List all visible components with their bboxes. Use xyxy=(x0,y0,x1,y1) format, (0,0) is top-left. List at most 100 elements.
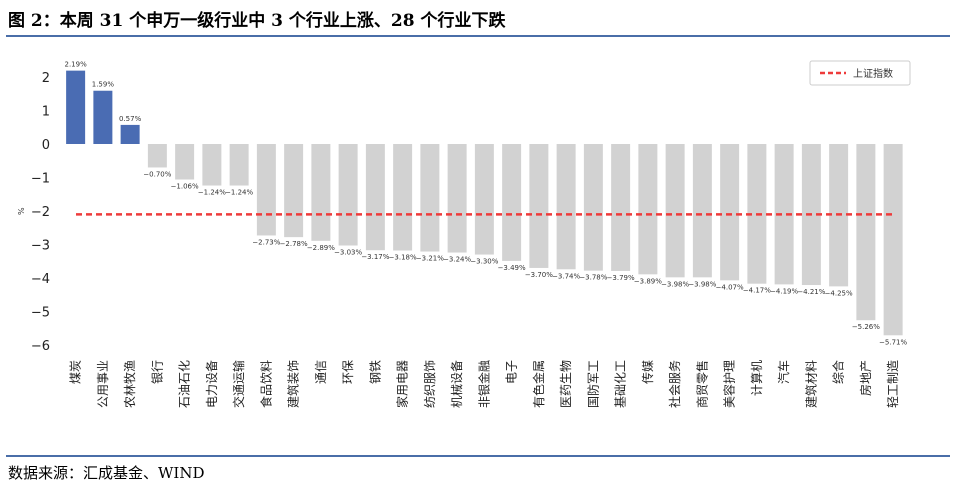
bar xyxy=(556,144,576,270)
bar xyxy=(692,144,712,278)
bottom-divider xyxy=(6,455,950,457)
x-tick-label: 机械设备 xyxy=(449,360,464,408)
x-tick-label: 银行 xyxy=(150,360,164,384)
x-tick-label: 计算机 xyxy=(749,360,764,396)
legend-box xyxy=(809,60,911,86)
y-axis: 2 1 0 −1 −2 −3 −4 −5 −6 xyxy=(31,71,50,354)
y-tick-label: −6 xyxy=(31,339,50,354)
data-label: −4.17% xyxy=(743,287,771,295)
data-label: −3.98% xyxy=(688,280,716,288)
value-labels-group: 2.19%1.59%0.57%−0.70%−1.06%−1.24% −1.24%−… xyxy=(65,61,908,347)
data-label: 0.57% xyxy=(119,115,142,123)
x-tick-label: 交通运输 xyxy=(231,360,246,408)
bar xyxy=(856,144,876,321)
bar xyxy=(229,144,249,186)
bar xyxy=(256,144,276,236)
data-label: −3.24% xyxy=(443,256,471,264)
x-tick-label: 电力设备 xyxy=(205,360,219,408)
x-tick-label: 食品饮料 xyxy=(258,360,273,408)
data-label: −4.19% xyxy=(770,287,798,295)
bar xyxy=(147,144,167,168)
data-label: −1.24% xyxy=(198,189,226,197)
x-tick-label: 轻工制造 xyxy=(886,360,900,408)
x-tick-label: 国防军工 xyxy=(585,360,600,408)
bar xyxy=(284,144,304,238)
x-tick-label: 传媒 xyxy=(640,360,655,384)
bar xyxy=(120,124,140,144)
y-tick-label: 1 xyxy=(42,105,50,120)
x-tick-label: 综合 xyxy=(831,360,846,384)
data-label: −3.89% xyxy=(634,277,662,285)
data-label: −3.21% xyxy=(416,255,444,263)
data-label: −3.30% xyxy=(470,258,498,266)
bar xyxy=(720,144,740,281)
bar xyxy=(502,144,522,261)
x-tick-label: 社会服务 xyxy=(667,360,682,408)
x-tick-label: 环保 xyxy=(341,360,355,384)
bar xyxy=(393,144,413,251)
bar-chart: 210−1−2−3−4−5−6 % 2.19%1.59%0.57%−0.70%−… xyxy=(17,60,911,408)
data-label: −3.74% xyxy=(552,272,580,280)
x-tick-label: 非银金融 xyxy=(476,360,491,408)
legend-label: 上证指数 xyxy=(853,67,893,80)
data-label: −3.49% xyxy=(498,264,526,272)
data-label: −4.07% xyxy=(716,283,744,291)
data-label: 2.19% xyxy=(65,61,88,69)
y-tick-label: −2 xyxy=(31,205,50,220)
bar xyxy=(338,144,358,246)
top-divider xyxy=(6,35,950,37)
data-label: −3.17% xyxy=(361,253,389,261)
data-label: 1.59% xyxy=(92,81,115,89)
x-tick-label: 通信 xyxy=(314,360,328,384)
bar xyxy=(66,70,86,144)
bar xyxy=(583,144,603,271)
bars-group xyxy=(66,70,903,336)
bar xyxy=(774,144,794,285)
data-label: −0.70% xyxy=(143,170,171,178)
bar xyxy=(175,144,195,180)
x-tick-label: 美容护理 xyxy=(722,360,737,408)
x-tick-label: 纺织服饰 xyxy=(423,360,437,408)
bar xyxy=(93,90,113,144)
data-label: −2.89% xyxy=(307,244,335,252)
data-label: −3.98% xyxy=(661,280,689,288)
x-tick-label: 电子 xyxy=(505,360,519,384)
x-tick-label: 房地产 xyxy=(858,360,873,396)
bar xyxy=(883,144,903,336)
x-tick-label: 石油石化 xyxy=(178,360,192,408)
x-tick-labels-group: 煤炭 公用事业 农林牧渔 银行 石油石化 电力设备 交通运输 食品饮料 建筑装饰 通信 环保 钢铁 家用… xyxy=(69,360,901,408)
x-tick-label: 家用电器 xyxy=(395,360,410,408)
x-tick-label: 建筑材料 xyxy=(803,360,818,408)
bar xyxy=(420,144,440,252)
y-tick-label: −1 xyxy=(31,172,50,187)
data-label: −5.26% xyxy=(852,323,880,331)
bar xyxy=(311,144,331,241)
y-tick-label: −3 xyxy=(31,239,50,254)
bar xyxy=(665,144,685,278)
data-label: −1.24% xyxy=(225,189,253,197)
data-label: −3.78% xyxy=(579,274,607,282)
bar xyxy=(529,144,549,268)
y-tick-label: −5 xyxy=(31,306,50,321)
x-tick-label: 医药生物 xyxy=(559,360,573,408)
data-label: −4.21% xyxy=(797,288,825,296)
y-axis-label: % xyxy=(17,207,26,215)
bar xyxy=(447,144,467,253)
bar xyxy=(474,144,494,255)
data-label: −1.06% xyxy=(171,183,199,191)
x-tick-label: 钢铁 xyxy=(368,360,382,384)
legend: 上证指数 xyxy=(809,60,911,86)
y-tick-label: −4 xyxy=(31,272,50,287)
bar xyxy=(365,144,385,251)
source-note: 数据来源：汇成基金、WIND xyxy=(8,464,205,482)
x-tick-label: 煤炭 xyxy=(69,360,83,384)
y-tick-label: 0 xyxy=(42,138,50,153)
data-label: −2.78% xyxy=(280,240,308,248)
figure-title: 图 2：本周 31 个申万一级行业中 3 个行业上涨、28 个行业下跌 xyxy=(8,11,506,31)
data-label: −5.71% xyxy=(879,338,907,346)
data-label: −3.79% xyxy=(607,274,635,282)
data-label: −2.73% xyxy=(252,238,280,246)
x-tick-label: 汽车 xyxy=(776,360,791,384)
x-tick-label: 农林牧渔 xyxy=(123,360,137,408)
x-tick-label: 商贸零售 xyxy=(694,360,709,408)
